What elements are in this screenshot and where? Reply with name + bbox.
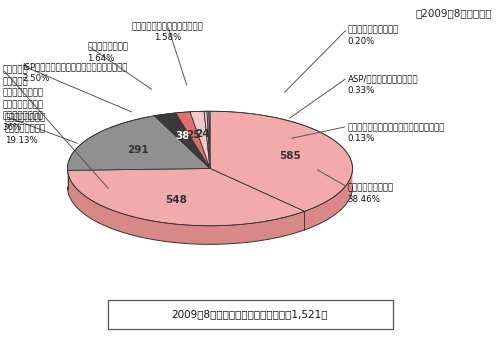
Polygon shape (176, 112, 210, 168)
Text: 学術機関・公共団体
38.46%: 学術機関・公共団体 38.46% (348, 184, 394, 204)
Polygon shape (210, 111, 352, 211)
Polygon shape (68, 116, 210, 170)
Polygon shape (190, 111, 210, 168)
Polygon shape (154, 113, 210, 168)
Polygon shape (209, 111, 210, 168)
Text: インターネット・
コンピュータ関連
19.13%: インターネット・ コンピュータ関連 19.13% (5, 113, 46, 145)
Text: 学術機関・
公共団体・
インターネット・
コンピュータ関連
以外への割り当て
36%: 学術機関・ 公共団体・ インターネット・ コンピュータ関連 以外への割り当て 3… (2, 66, 43, 132)
Polygon shape (207, 111, 210, 168)
Text: 548: 548 (165, 195, 187, 205)
Text: 38: 38 (176, 131, 190, 141)
Polygon shape (68, 170, 304, 244)
Polygon shape (204, 111, 210, 168)
Text: 2009年8月末現在の総割り当て件数：1,521件: 2009年8月末現在の総割り当て件数：1,521件 (172, 309, 328, 319)
Text: 24: 24 (195, 129, 210, 139)
Text: 移動体通信事業者・イクスピーリアップ等
0.13%: 移動体通信事業者・イクスピーリアップ等 0.13% (348, 123, 445, 144)
Text: ASP/コンテンツプロバイダ
0.33%: ASP/コンテンツプロバイダ 0.33% (348, 74, 418, 95)
Polygon shape (304, 170, 352, 230)
Text: 585: 585 (279, 151, 301, 161)
Text: ホスティングサービス
0.20%: ホスティングサービス 0.20% (348, 25, 399, 46)
Text: 25: 25 (186, 130, 201, 140)
FancyBboxPatch shape (108, 300, 393, 329)
Text: （2009年8月末現在）: （2009年8月末現在） (416, 8, 492, 19)
Polygon shape (68, 168, 304, 226)
Text: 分類不能の組織等
1.64%: 分類不能の組織等 1.64% (88, 42, 128, 63)
Text: 291: 291 (127, 145, 149, 155)
Text: インターネットデータセンター
1.58%: インターネットデータセンター 1.58% (132, 22, 204, 42)
Text: ISP（インターネットサービスプロバイダ）
2.50%: ISP（インターネットサービスプロバイダ） 2.50% (22, 62, 128, 83)
